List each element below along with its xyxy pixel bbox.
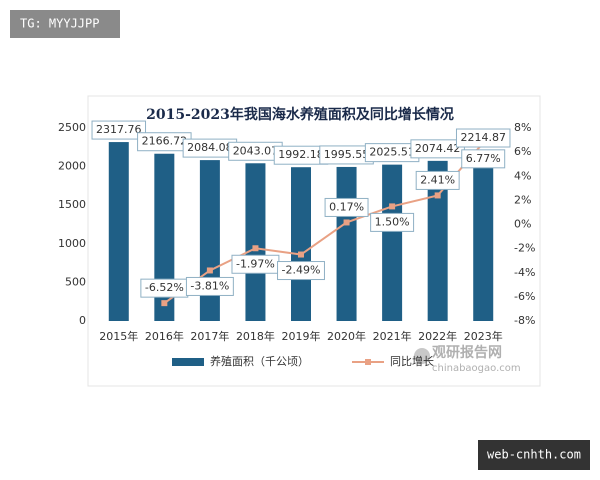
- overlay-bottom: [478, 440, 590, 470]
- line-label-box: [185, 276, 234, 296]
- bar: [427, 160, 448, 321]
- y2-tick-label: -2%: [514, 242, 535, 255]
- overlay-top: [10, 10, 120, 38]
- watermark-site: chinabaogao.com: [432, 363, 521, 374]
- x-tick-label: 2023年: [464, 329, 503, 343]
- overlay-top-text: TG: MYYJJPP: [20, 17, 99, 31]
- line-label-box: [415, 170, 460, 190]
- y-tick-label: 0: [79, 314, 86, 327]
- bar-label: 2317.76: [96, 123, 142, 136]
- bar-label: 2025.51: [369, 146, 415, 159]
- line-label: -6.52%: [145, 281, 184, 294]
- watermark-logo: [414, 348, 430, 364]
- y-tick-label: 500: [65, 275, 86, 288]
- x-tick-label: 2016年: [145, 329, 184, 343]
- bar-label: 2084.08: [187, 141, 233, 154]
- bar: [382, 164, 403, 321]
- y2-tick-label: 0%: [514, 218, 531, 231]
- line-marker: [252, 245, 259, 252]
- line-label-box: [370, 212, 415, 232]
- y2-tick-label: 6%: [514, 145, 531, 158]
- chart-title: 2015-2023年我国海水养殖面积及同比增长情况: [146, 106, 454, 123]
- bar: [336, 166, 357, 321]
- bar-label-box: [410, 139, 465, 159]
- line-label: 1.50%: [375, 215, 410, 228]
- line-marker: [161, 300, 168, 307]
- y2-tick-label: 2%: [514, 193, 531, 206]
- legend-label: 同比增长: [390, 354, 434, 368]
- x-tick-label: 2015年: [99, 329, 138, 343]
- bar-label-box: [91, 120, 147, 140]
- x-tick-label: 2019年: [282, 329, 321, 343]
- line-marker: [389, 203, 396, 210]
- y-tick-label: 2500: [58, 121, 86, 134]
- bar-label: 2043.07: [233, 144, 279, 157]
- bar-label: 1995.55: [324, 148, 370, 161]
- bar: [199, 160, 220, 321]
- legend-swatch-marker: [365, 359, 371, 365]
- line-label: -1.97%: [236, 257, 275, 270]
- bar: [108, 142, 129, 321]
- y2-tick-label: 8%: [514, 121, 531, 134]
- line-marker: [206, 267, 213, 274]
- line-label-box: [324, 197, 369, 217]
- x-tick-label: 2020年: [327, 329, 366, 343]
- x-tick-label: 2022年: [418, 329, 457, 343]
- legend-swatch: [172, 358, 204, 366]
- bar-label: 1992.18: [278, 148, 324, 161]
- x-tick-label: 2018年: [236, 329, 275, 343]
- y2-tick-label: -6%: [514, 290, 535, 303]
- bar-label: 2166.72: [142, 135, 188, 148]
- line: [163, 142, 484, 304]
- bar-label: 2074.42: [415, 142, 461, 155]
- overlay-bottom-text: web-cnhth.com: [487, 448, 581, 462]
- y2-tick-label: -4%: [514, 266, 535, 279]
- bar-label: 2214.87: [460, 131, 506, 144]
- y2-tick-label: -8%: [514, 314, 535, 327]
- watermark-name: 观研报告网: [432, 344, 502, 361]
- line-label-box: [277, 261, 325, 281]
- y-tick-label: 1500: [58, 198, 86, 211]
- line-label: 0.17%: [329, 200, 364, 213]
- y-tick-label: 2000: [58, 160, 86, 173]
- line-marker: [343, 219, 350, 226]
- line-marker: [434, 192, 441, 199]
- bar: [473, 150, 494, 321]
- bar: [291, 167, 311, 321]
- y-tick-label: 1000: [58, 237, 86, 250]
- x-tick-label: 2021年: [373, 329, 412, 343]
- legend-label: 养殖面积（千公顷）: [210, 354, 309, 368]
- y2-tick-label: 4%: [514, 169, 531, 182]
- line-label-box: [461, 149, 506, 169]
- bar: [245, 163, 266, 321]
- bar-label-box: [455, 128, 511, 148]
- line-label: -2.49%: [282, 264, 321, 277]
- line-marker: [298, 251, 304, 258]
- line-label: -3.81%: [190, 279, 229, 292]
- x-tick-label: 2017年: [190, 329, 229, 343]
- line-label: 6.77%: [466, 152, 501, 165]
- line-label: 2.41%: [420, 173, 455, 186]
